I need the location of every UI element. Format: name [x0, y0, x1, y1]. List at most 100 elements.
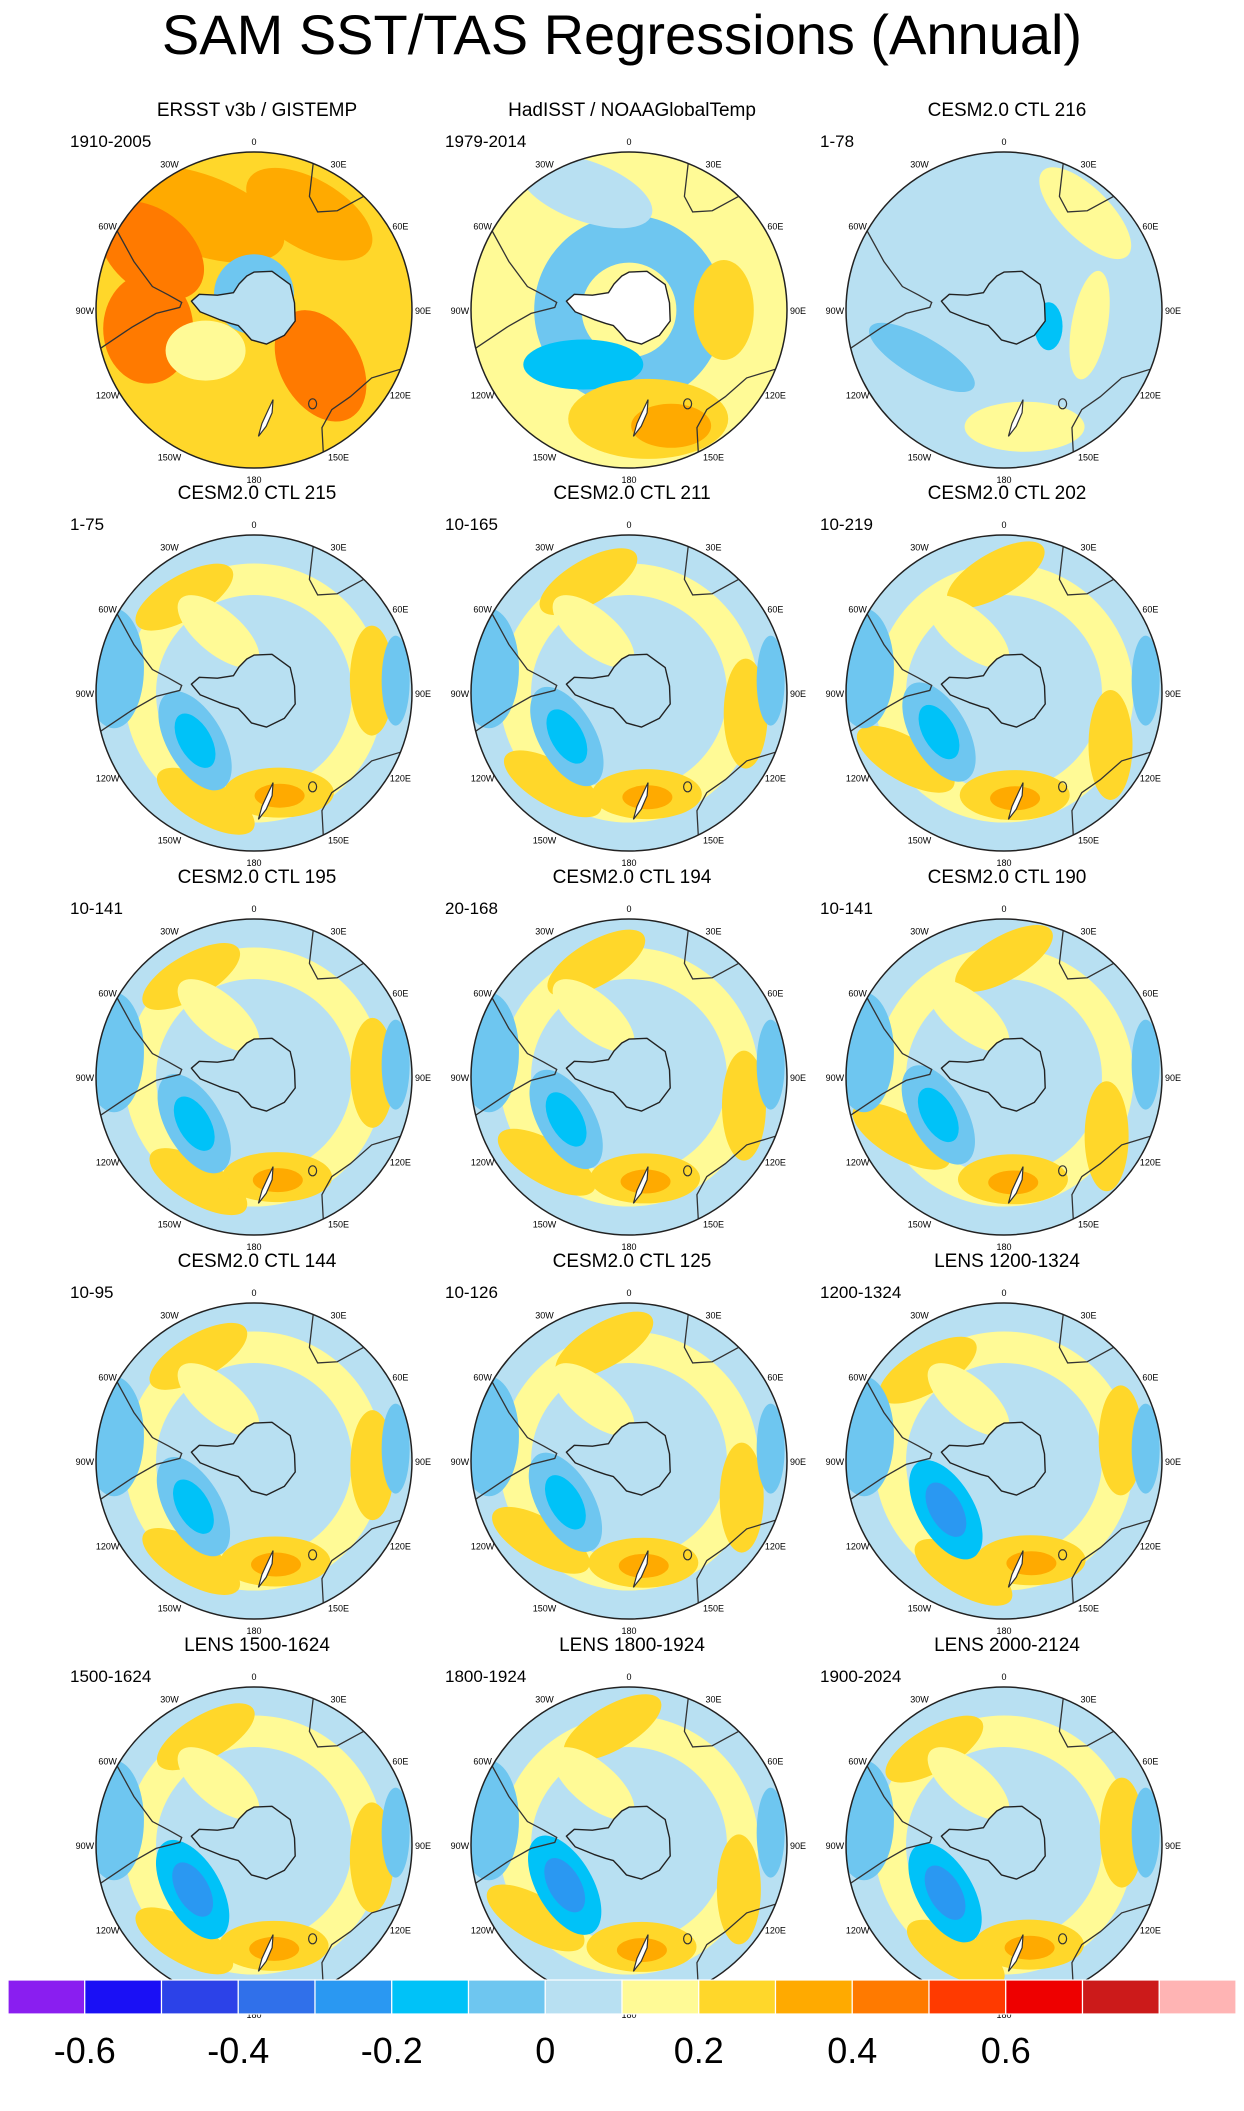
longitude-label: 120E	[1140, 1926, 1161, 1936]
longitude-label: 120E	[1140, 1542, 1161, 1552]
longitude-label: 90W	[451, 1457, 470, 1467]
colorbar-box	[314, 1979, 393, 2015]
longitude-label: 30E	[706, 1695, 722, 1705]
map-panel: LENS 2000-21241900-2024030E60E90E120E150…	[800, 1635, 1214, 2020]
contour-patch	[519, 154, 653, 229]
antarctica-outline	[940, 653, 1046, 728]
new-zealand-outline	[632, 782, 649, 820]
longitude-label: 150E	[1078, 452, 1099, 462]
longitude-label: 90W	[76, 1457, 95, 1467]
contour-patch	[927, 1363, 1010, 1436]
panel-title: CESM2.0 CTL 215	[177, 483, 337, 504]
africa-coastline	[308, 1698, 365, 1748]
contour-patch	[381, 1787, 410, 1878]
longitude-label: 0	[251, 1288, 256, 1298]
longitude-label: 90W	[826, 1457, 845, 1467]
longitude-label: 120W	[471, 774, 495, 784]
panel-period: 20-168	[445, 899, 498, 918]
longitude-label: 60E	[767, 1372, 783, 1382]
south-america-coastline	[475, 1765, 558, 1884]
contour-patch	[563, 1694, 662, 1762]
panel-period: 10-219	[820, 515, 873, 534]
colorbar-box	[621, 1979, 700, 2015]
longitude-label: 180	[996, 2010, 1011, 2020]
longitude-label: 90W	[76, 689, 95, 699]
australia-coastline	[696, 751, 776, 836]
map-panel: LENS 1200-1324 1200-1324 0 30E 60E 90E 120E 150…	[800, 1251, 1214, 1636]
longitude-label: 120W	[471, 1926, 495, 1936]
longitude-label: 30W	[160, 160, 179, 170]
longitude-label: 30E	[706, 1311, 722, 1321]
longitude-label: 60E	[767, 221, 783, 231]
longitude-label: 30W	[535, 927, 554, 937]
colorbar-box	[237, 1979, 316, 2015]
tasmania-outline	[683, 1933, 693, 1945]
contour-patch	[381, 1403, 410, 1494]
longitude-label: 0	[1001, 1288, 1006, 1298]
longitude-label: 60E	[767, 1756, 783, 1766]
africa-coastline	[1058, 1698, 1115, 1748]
africa-coastline	[683, 1698, 740, 1748]
longitude-label: 60W	[98, 221, 117, 231]
contour-patch	[964, 401, 1085, 452]
colorbar-tick-label: 0.2	[673, 2030, 724, 2071]
contour-patch	[852, 1102, 951, 1170]
australia-coastline	[321, 751, 401, 836]
contour-patch	[546, 709, 588, 764]
tasmania-outline	[308, 1549, 318, 1561]
contour-patch	[555, 1311, 654, 1379]
contour-patch	[503, 750, 602, 818]
antarctica-outline	[565, 1037, 671, 1112]
map-boundary	[845, 918, 1163, 1236]
longitude-label: 180	[621, 2010, 636, 2020]
longitude-label: 90E	[415, 306, 431, 316]
page-title: SAM SST/TAS Regressions (Annual)	[161, 3, 1083, 66]
longitude-label: 0	[1001, 1672, 1006, 1682]
contour-patch	[927, 979, 1010, 1052]
colorbar-box	[928, 1979, 1007, 2015]
contour-patch	[552, 595, 635, 668]
australia-coastline	[321, 1135, 401, 1220]
colorbar-box	[1081, 1979, 1160, 2015]
australia-coastline	[696, 1903, 776, 1988]
longitude-label: 30W	[535, 160, 554, 170]
panel-period: 1910-2005	[70, 132, 152, 151]
tasmania-outline	[308, 781, 318, 793]
africa-coastline	[683, 546, 740, 596]
longitude-label: 60W	[848, 604, 867, 614]
longitude-label: 120W	[96, 1158, 120, 1168]
contour-patch	[1084, 1081, 1129, 1192]
longitude-label: 30W	[535, 1695, 554, 1705]
australia-coastline	[1071, 368, 1151, 453]
colorbar-tick-label: 0.4	[827, 2030, 878, 2071]
panel-period: 1900-2024	[820, 1667, 902, 1686]
contour-patch	[552, 1363, 635, 1436]
new-zealand-outline	[1007, 782, 1024, 820]
longitude-label: 120E	[765, 1158, 786, 1168]
africa-coastline	[683, 163, 740, 213]
longitude-label: 30E	[331, 160, 347, 170]
contour-patch	[552, 1747, 635, 1820]
longitude-label: 30W	[160, 927, 179, 937]
south-america-coastline	[850, 1765, 933, 1884]
contour-patch	[988, 1170, 1039, 1195]
longitude-label: 120W	[846, 774, 870, 784]
south-america-coastline	[850, 613, 933, 732]
panel-period: 1500-1624	[70, 1667, 152, 1686]
contour-patch	[906, 1919, 1005, 1987]
colorbar-box	[1158, 1979, 1237, 2015]
contour-patch	[925, 1482, 967, 1537]
map-boundary	[95, 534, 413, 852]
panel-title: LENS 1200-1324	[934, 1251, 1080, 1272]
colorbar-box	[391, 1979, 470, 2015]
longitude-label: 120W	[96, 1542, 120, 1552]
antarctica-outline	[190, 653, 296, 728]
contour-patch	[544, 1475, 586, 1530]
colorbar-tick-label: -0.2	[360, 2030, 423, 2071]
tasmania-outline	[1058, 1165, 1068, 1177]
tasmania-outline	[1058, 1549, 1068, 1561]
contour-patch	[492, 1506, 590, 1574]
